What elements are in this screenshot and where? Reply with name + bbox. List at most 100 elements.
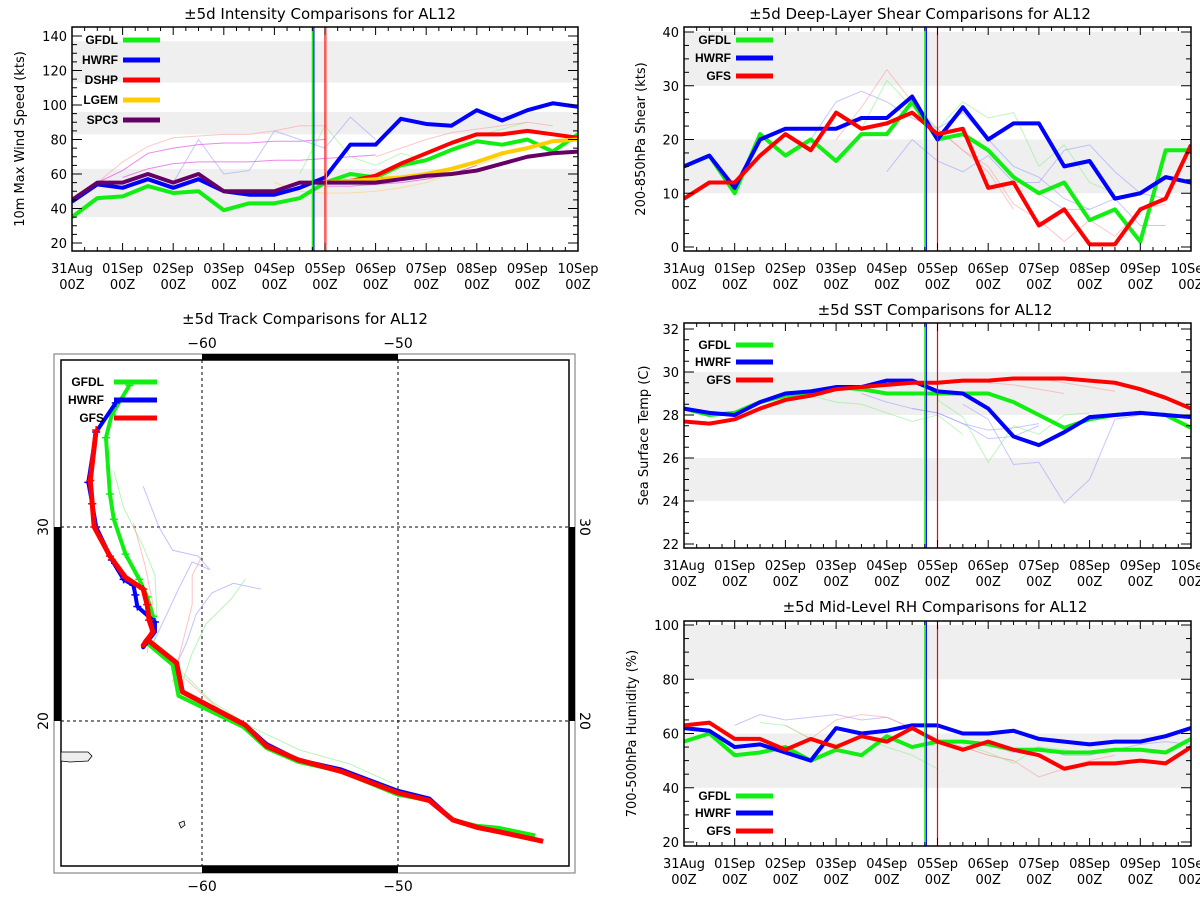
x-tick-label-hour: 00Z <box>1026 873 1052 888</box>
x-tick-label-hour: 00Z <box>413 278 439 293</box>
track-position-marker <box>86 476 95 485</box>
x-tick-label-hour: 00Z <box>874 278 900 293</box>
legend-label: HWRF <box>82 53 118 67</box>
longitude-label-top: −60 <box>187 336 217 352</box>
y-tick-label: 10 <box>662 187 679 202</box>
track-chart: −60 −60 −50 −50 30 30 20 20 GFDL HWRF GFS <box>36 336 592 895</box>
y-tick-label: 30 <box>662 366 679 381</box>
x-tick-label: 08Sep <box>1069 559 1110 574</box>
y-tick-label: 20 <box>662 836 679 851</box>
x-tick-label-hour: 00Z <box>1128 575 1154 590</box>
x-tick-label-hour: 00Z <box>773 873 799 888</box>
legend-label: HWRF <box>695 806 731 820</box>
chart-panels: 31Aug00Z01Sep00Z02Sep00Z03Sep00Z04Sep00Z… <box>13 26 1200 895</box>
legend-label: GFDL <box>85 33 118 47</box>
legend-label: GFDL <box>698 789 731 803</box>
latitude-label-left: 20 <box>36 712 52 730</box>
x-tick-label: 09Sep <box>1120 559 1161 574</box>
legend-label: DSHP <box>85 73 118 87</box>
latitude-label-right: 30 <box>576 518 592 536</box>
x-tick-label-hour: 00Z <box>1077 873 1103 888</box>
y-tick-label: 120 <box>42 65 67 80</box>
legend-label: GFDL <box>71 375 104 389</box>
x-tick-label: 04Sep <box>866 857 907 872</box>
track-position-marker <box>139 585 148 594</box>
x-tick-label: 05Sep <box>917 857 958 872</box>
x-tick-label: 05Sep <box>917 262 958 277</box>
previous-cycle-line <box>172 116 376 183</box>
track-position-marker <box>92 426 101 434</box>
previous-cycle-track <box>181 579 246 683</box>
x-tick-label: 03Sep <box>816 857 857 872</box>
y-tick-label: 32 <box>662 323 679 338</box>
y-tick-label: 80 <box>50 134 67 149</box>
previous-cycle-line <box>937 399 1090 464</box>
x-tick-label-hour: 00Z <box>1178 873 1200 888</box>
y-axis-label: Sea Surface Temp (C) <box>637 365 652 505</box>
x-tick-label-hour: 00Z <box>363 278 389 293</box>
previous-cycle-line <box>912 408 1039 431</box>
y-tick-label: 22 <box>662 538 679 553</box>
x-tick-label: 07Sep <box>406 262 447 277</box>
x-tick-label-hour: 00Z <box>160 278 186 293</box>
x-tick-label-hour: 00Z <box>975 278 1001 293</box>
latitude-label-right: 20 <box>576 712 592 730</box>
legend-label: GFDL <box>698 338 731 352</box>
x-tick-label-hour: 00Z <box>515 278 541 293</box>
legend: GFDL HWRF GFS <box>695 338 773 387</box>
intensity-chart-title: ±5d Intensity Comparisons for AL12 <box>184 5 456 23</box>
x-tick-label-hour: 00Z <box>925 575 951 590</box>
y-tick-label: 40 <box>50 203 67 218</box>
x-tick-label-hour: 00Z <box>671 873 697 888</box>
map-area <box>61 360 569 866</box>
legend-label: GFDL <box>698 33 731 47</box>
latitude-label-left: 30 <box>36 518 52 536</box>
previous-cycle-line <box>886 138 1166 200</box>
x-tick-label-hour: 00Z <box>110 278 136 293</box>
x-tick-label: 01Sep <box>102 262 143 277</box>
y-tick-label: 80 <box>662 673 679 688</box>
x-tick-label-hour: 00Z <box>1026 575 1052 590</box>
track-position-marker <box>105 490 114 499</box>
track-position-marker <box>109 515 118 524</box>
y-tick-label: 100 <box>654 619 679 634</box>
x-tick-label: 04Sep <box>254 262 295 277</box>
y-tick-label: 20 <box>50 237 67 252</box>
x-tick-label-hour: 00Z <box>1178 278 1200 293</box>
y-tick-label: 100 <box>42 99 67 114</box>
previous-cycle-line <box>122 154 376 178</box>
y-tick-label: 0 <box>671 241 679 256</box>
x-tick-label-hour: 00Z <box>1128 278 1154 293</box>
x-tick-label: 01Sep <box>714 262 755 277</box>
x-tick-label-hour: 00Z <box>671 575 697 590</box>
x-tick-label: 03Sep <box>816 559 857 574</box>
previous-cycle-line <box>375 121 553 158</box>
y-tick-label: 28 <box>662 409 679 424</box>
x-tick-label: 31Aug <box>51 262 93 277</box>
track-position-marker <box>88 499 97 508</box>
x-tick-label-hour: 00Z <box>59 278 85 293</box>
legend-label: GFS <box>706 824 731 838</box>
x-tick-label-hour: 00Z <box>925 873 951 888</box>
legend-label: GFS <box>79 411 104 425</box>
x-tick-label-hour: 00Z <box>1077 278 1103 293</box>
x-tick-label-hour: 00Z <box>464 278 490 293</box>
x-tick-label-hour: 00Z <box>874 575 900 590</box>
x-tick-label: 02Sep <box>765 262 806 277</box>
small-island <box>178 820 186 829</box>
y-tick-label: 140 <box>42 30 67 45</box>
previous-cycle-line <box>861 79 1116 194</box>
map-border-bar <box>54 527 61 721</box>
map-border-bar <box>569 527 575 721</box>
x-tick-label-hour: 00Z <box>874 873 900 888</box>
track-position-marker <box>143 600 152 609</box>
y-tick-label: 40 <box>662 782 679 797</box>
legend-label: HWRF <box>68 393 104 407</box>
x-tick-label: 06Sep <box>355 262 396 277</box>
y-tick-label: 30 <box>662 80 679 95</box>
x-tick-label: 05Sep <box>917 559 958 574</box>
x-tick-label-hour: 00Z <box>823 873 849 888</box>
x-tick-label-hour: 00Z <box>312 278 338 293</box>
track-position-marker <box>121 573 130 582</box>
track-position-marker <box>131 590 140 599</box>
